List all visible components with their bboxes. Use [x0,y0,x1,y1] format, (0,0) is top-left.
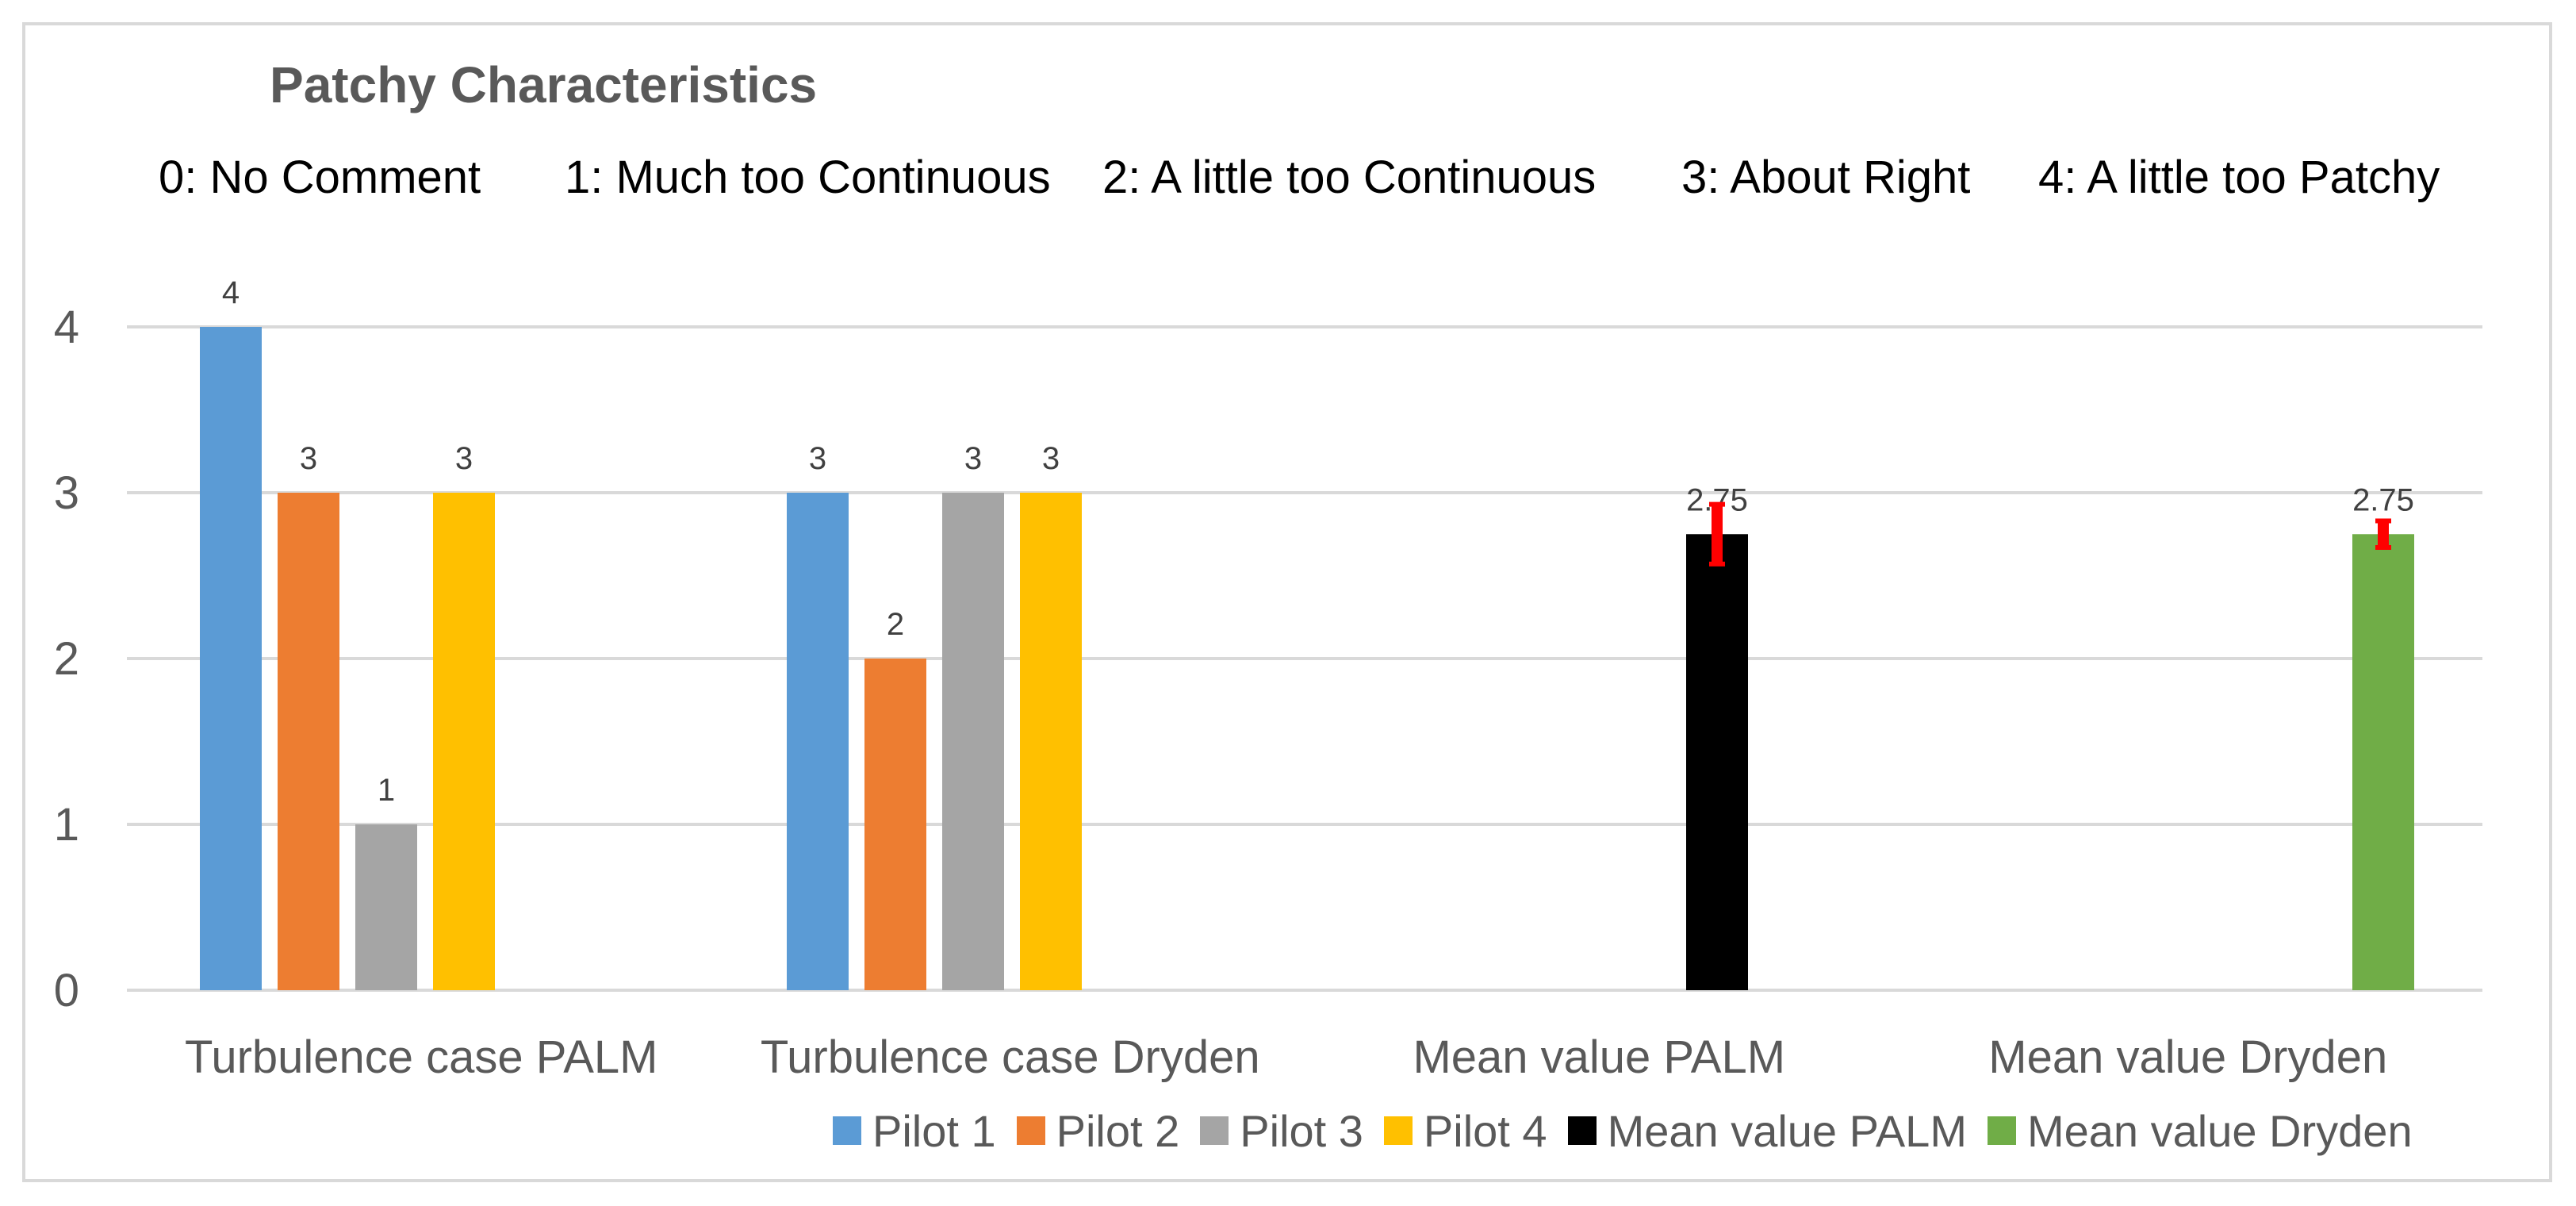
scale-label-2: 2: A little too Continuous [1102,152,1597,203]
legend-item-pilot-3: Pilot 3 [1200,1105,1363,1157]
legend-label: Pilot 3 [1240,1105,1363,1156]
bar-pilot-3-1 [355,824,417,990]
data-label-pilot-4-1: 3 [455,441,473,476]
y-tick-label-3: 3 [54,467,79,519]
data-label-pilot-1-1: 4 [222,275,240,310]
bar-pilot-4-1 [433,493,495,990]
bar-pilot-1-1 [200,327,262,990]
scale-label-0: 0: No Comment [159,152,481,203]
bar-pilot-3-2 [942,493,1004,990]
rating-scale-legend: 0: No Comment 1: Much too Continuous 2: … [159,151,2506,214]
bar-pilot-2-2 [864,659,926,990]
x-category-label-1: Turbulence case PALM [185,1031,657,1083]
legend-label: Mean value Dryden [2026,1105,2413,1156]
data-label-pilot-3-2: 3 [964,441,982,476]
legend-label: Pilot 2 [1056,1105,1180,1156]
scale-label-4: 4: A little too Patchy [2038,152,2440,203]
bar-pilot-2-1 [278,493,339,990]
bar-pilot-4-2 [1020,493,1082,990]
scale-label-3: 3: About Right [1681,152,1971,203]
data-label-pilot-4-2: 3 [1042,441,1060,476]
data-label-pilot-3-1: 1 [378,773,395,808]
legend-label: Mean value PALM [1607,1105,1967,1156]
legend-label: Pilot 1 [872,1105,996,1156]
legend-item-mean-value-dryden: Mean value Dryden [1987,1105,2413,1157]
y-tick-label-2: 2 [54,633,79,685]
bar-pilot-1-2 [787,493,849,990]
legend-swatch [833,1116,861,1145]
legend-item-mean-value-palm: Mean value PALM [1567,1105,1967,1157]
y-tick-label-1: 1 [54,799,79,851]
series-legend: Pilot 1 Pilot 2 Pilot 3 Pilot 4 Mean value P… [833,1099,2433,1162]
y-tick-label-0: 0 [54,965,79,1016]
legend-item-pilot-2: Pilot 2 [1016,1105,1180,1157]
x-category-label-3: Mean value PALM [1413,1031,1785,1083]
legend-swatch [1016,1116,1045,1145]
x-category-label-2: Turbulence case Dryden [761,1031,1260,1083]
bar-mean-value-palm-3 [1686,534,1748,990]
legend-swatch [1383,1116,1413,1145]
data-label-pilot-1-2: 3 [809,441,826,476]
legend-label: Pilot 4 [1423,1105,1547,1156]
legend-swatch [1987,1116,2016,1145]
x-category-label-4: Mean value Dryden [1988,1031,2387,1083]
chart-title: Patchy Characteristics [270,56,818,113]
data-label-pilot-2-2: 2 [887,607,904,642]
legend-swatch [1200,1116,1229,1145]
data-label-mean-value-dryden-4: 2.75 [2352,482,2414,517]
legend-swatch [1567,1116,1597,1145]
legend-item-pilot-4: Pilot 4 [1383,1105,1547,1157]
legend-item-pilot-1: Pilot 1 [833,1105,996,1157]
bar-mean-value-dryden-4 [2352,534,2414,990]
scale-label-1: 1: Much too Continuous [565,152,1051,203]
y-tick-label-4: 4 [54,302,79,353]
data-label-pilot-2-1: 3 [300,441,317,476]
